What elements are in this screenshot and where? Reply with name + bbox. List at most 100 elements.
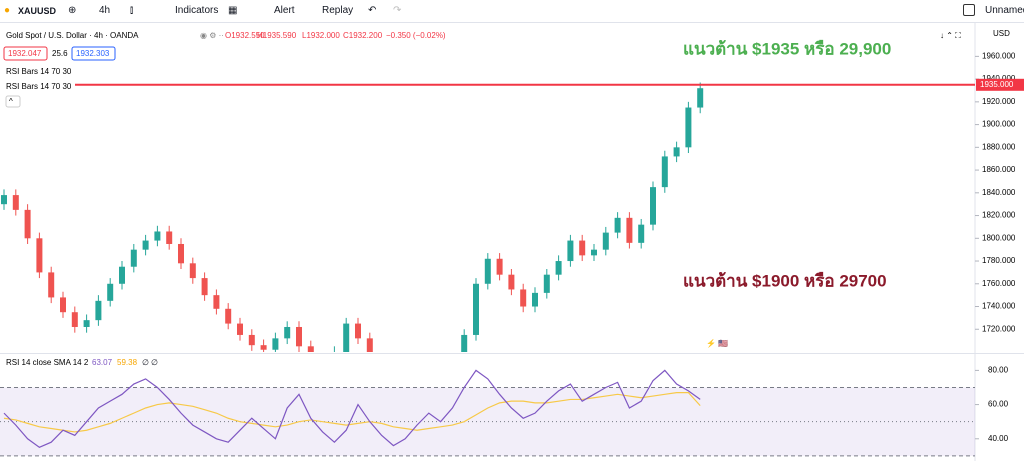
rsi-value: 59.38 bbox=[117, 358, 138, 367]
candle-body bbox=[60, 297, 66, 313]
legend-high: H1935.590 bbox=[257, 31, 297, 40]
candle-body bbox=[650, 187, 656, 225]
candle-body bbox=[449, 361, 455, 375]
y-tick-label: 1720.000 bbox=[982, 324, 1016, 333]
candle-body bbox=[366, 338, 373, 352]
symbol[interactable]: XAUUSD bbox=[18, 6, 57, 16]
redo[interactable]: ↷ bbox=[393, 5, 402, 16]
collapse-icon: ^ bbox=[9, 97, 13, 106]
y-tick-label: 1760.000 bbox=[982, 279, 1016, 288]
candle-body bbox=[119, 266, 125, 284]
alert[interactable]: Alert bbox=[274, 5, 295, 16]
candle-body bbox=[331, 352, 337, 369]
spread: 25.6 bbox=[52, 49, 68, 58]
toolbar: ● XAUUSD ⊕ 4h ⫾ Indicators ▦ Alert Repla… bbox=[0, 0, 1024, 23]
y-tick-label: 1820.000 bbox=[982, 211, 1016, 220]
candle-body bbox=[12, 195, 19, 210]
y-tick-label: 1880.000 bbox=[982, 142, 1016, 151]
candle-body bbox=[614, 217, 621, 233]
candle-body bbox=[83, 320, 90, 327]
candle-body bbox=[142, 240, 149, 250]
legend-low: L1932.000 bbox=[302, 31, 340, 40]
legend-open: O1932.550 bbox=[225, 31, 265, 40]
candle-body bbox=[390, 375, 396, 386]
candle-body bbox=[379, 358, 385, 375]
candle-body bbox=[591, 249, 597, 256]
ask: 1932.303 bbox=[76, 49, 110, 58]
y-tick-label: 1840.000 bbox=[982, 188, 1016, 197]
bid-box[interactable] bbox=[3, 46, 48, 61]
event-icon[interactable]: ⚡ 🇺🇸 bbox=[706, 338, 728, 348]
y-tick-label: 1800.000 bbox=[982, 233, 1016, 242]
ask-box[interactable] bbox=[71, 46, 116, 61]
y-tick-label: 80.00 bbox=[988, 365, 1009, 374]
candle-body bbox=[579, 240, 586, 256]
y-tick-label: 60.00 bbox=[988, 400, 1009, 409]
candle-body bbox=[438, 363, 444, 374]
candle-body bbox=[237, 323, 243, 335]
candle-body bbox=[508, 274, 515, 290]
indicator-2: RSI Bars 14 70 30 bbox=[6, 82, 72, 91]
interval[interactable]: 4h bbox=[99, 5, 111, 16]
candle-body bbox=[402, 380, 408, 386]
candle-body bbox=[496, 258, 503, 275]
candle-body bbox=[697, 88, 704, 108]
candle-body bbox=[260, 345, 267, 350]
candle-body bbox=[296, 326, 302, 347]
candle-body bbox=[272, 338, 279, 350]
candle-body bbox=[307, 346, 314, 352]
indicator-1: RSI Bars 14 70 30 bbox=[6, 67, 72, 76]
rsi-pane bbox=[0, 369, 975, 457]
layout-icon[interactable] bbox=[963, 4, 975, 16]
y-tick-label: 1960.000 bbox=[982, 51, 1016, 60]
candle-body bbox=[355, 323, 361, 339]
candle-body bbox=[213, 295, 220, 309]
candle-body bbox=[473, 283, 479, 335]
y-tick-label: 1900.000 bbox=[982, 120, 1016, 129]
candle-body bbox=[201, 278, 208, 296]
candle-body bbox=[602, 232, 609, 250]
currency: USD bbox=[993, 29, 1010, 38]
rsi-title: RSI 14 close SMA 14 2 bbox=[6, 358, 89, 367]
candle-body bbox=[532, 292, 538, 307]
candle-body bbox=[343, 323, 350, 352]
candle-body bbox=[520, 289, 527, 307]
legend-change: −0.350 (−0.02%) bbox=[386, 31, 446, 40]
candle-body bbox=[661, 156, 668, 188]
rsi-line bbox=[3, 392, 701, 433]
pane-controls[interactable]: ↓ ⌃ ⛶ bbox=[940, 31, 961, 40]
add-symbol[interactable]: ⊕ bbox=[68, 5, 77, 16]
candle-body bbox=[95, 300, 102, 321]
layout-name[interactable]: Unnamed bbox=[985, 5, 1024, 16]
candle-body bbox=[555, 261, 562, 275]
candle-body bbox=[24, 209, 31, 239]
price-pane bbox=[1, 82, 704, 386]
y-tick-label: 1920.000 bbox=[982, 97, 1016, 106]
candle-body bbox=[154, 231, 161, 241]
candle-body bbox=[130, 249, 137, 267]
rsi-line bbox=[3, 369, 701, 449]
replay[interactable]: Replay bbox=[322, 5, 354, 16]
candle-body bbox=[484, 258, 491, 284]
candle-body bbox=[48, 272, 55, 298]
chart-type[interactable]: ⫾ bbox=[130, 5, 134, 16]
indicators[interactable]: Indicators bbox=[175, 5, 219, 16]
candle-body bbox=[178, 243, 184, 264]
rsi-value: 63.07 bbox=[92, 358, 113, 367]
undo[interactable]: ↶ bbox=[368, 5, 377, 16]
rsi-value: ∅ bbox=[151, 358, 158, 367]
candle-body bbox=[543, 274, 550, 293]
candle-body bbox=[284, 326, 291, 339]
candle-body bbox=[36, 238, 43, 273]
y-tick-label: 1940.000 bbox=[982, 74, 1016, 83]
collapse[interactable] bbox=[5, 95, 21, 108]
y-tick-label: 40.00 bbox=[988, 434, 1009, 443]
candle-body bbox=[638, 224, 645, 243]
eye[interactable]: ◉ ⚙ ·· bbox=[200, 31, 224, 40]
candle-body bbox=[626, 217, 633, 243]
candle-body bbox=[107, 283, 114, 301]
candle-body bbox=[685, 107, 692, 148]
templates[interactable]: ▦ bbox=[228, 5, 238, 16]
annotation: แนวต้าน $1900 หรือ 29700 bbox=[683, 270, 887, 290]
